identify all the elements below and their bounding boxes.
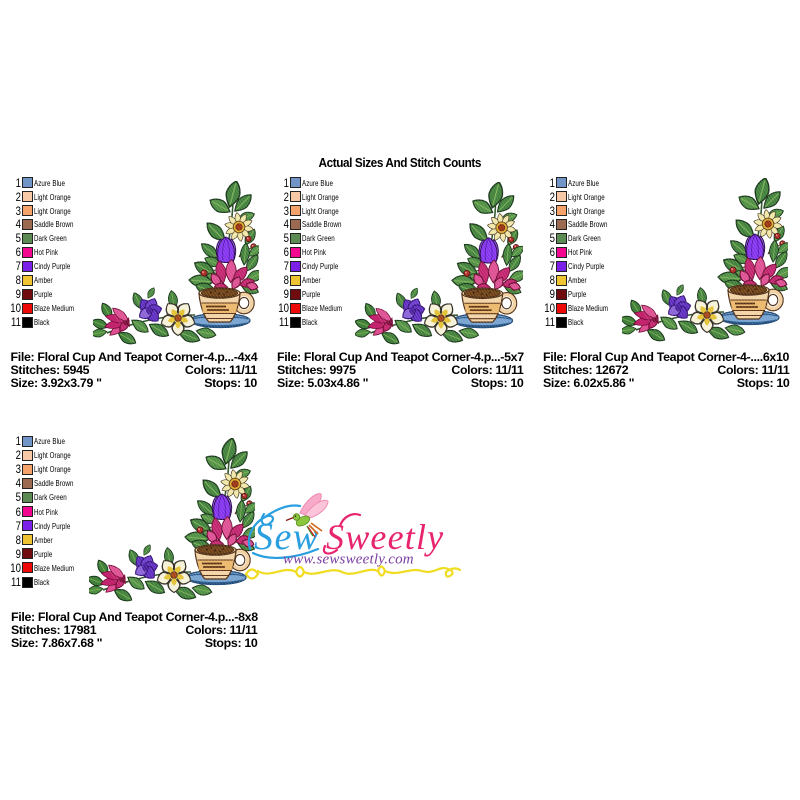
svg-text:www.sewsweetly.com: www.sewsweetly.com xyxy=(283,552,414,568)
svg-text:Sweetly: Sweetly xyxy=(326,517,444,557)
